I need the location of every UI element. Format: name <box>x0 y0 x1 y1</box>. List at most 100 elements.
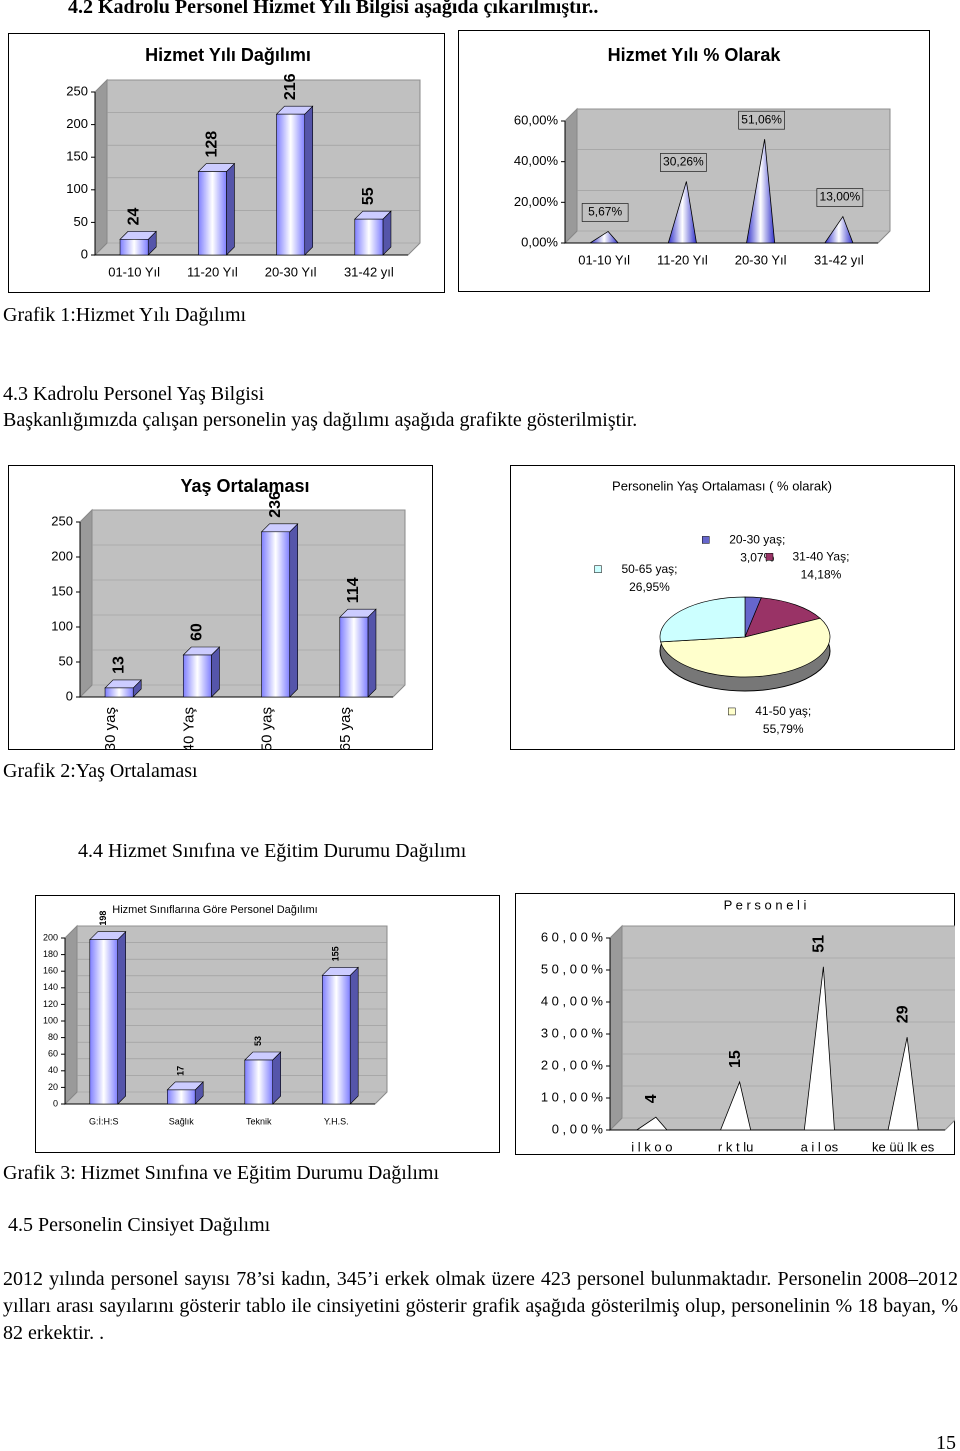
x-tick-label: i l k o o <box>631 1139 672 1154</box>
value-label: 60 <box>189 623 206 641</box>
heading: 4.2 Kadrolu Personel Hizmet Yılı Bilgisi… <box>68 0 599 18</box>
y-tick-label: 6 0 , 0 0 % <box>541 929 604 944</box>
bar-side <box>117 930 126 1105</box>
caption: Grafik 3: Hizmet Sınıfına ve Eğitim Duru… <box>3 1162 440 1184</box>
cone <box>588 230 620 244</box>
bar-side <box>226 162 235 256</box>
x-tick-label: 31-42 yıl <box>344 264 394 279</box>
bar <box>89 939 118 1105</box>
value-label: 51,06% <box>741 112 782 126</box>
x-tick-label: 20-30 Yıl <box>735 252 787 267</box>
side-wall <box>609 924 623 1132</box>
value-label: 55 <box>360 187 377 205</box>
bar <box>321 975 351 1105</box>
chart: Hizmet Yılı Dağılımı 0 50 100 150 200 250 24 01… <box>8 33 445 293</box>
y-tick-label: 100 <box>51 618 73 633</box>
value-label-box <box>816 188 864 207</box>
heading: 4.5 Personelin Cinsiyet Dağılımı <box>8 1214 271 1236</box>
value-label: 5,67% <box>588 205 622 219</box>
x-tick-label: Y.H.S. <box>324 1116 349 1126</box>
x-tick-label: 11-20 Yıl <box>187 264 238 279</box>
side-wall <box>79 508 93 699</box>
pie-label: 31-40 Yaş; <box>793 550 850 564</box>
y-tick-label: 250 <box>51 513 73 528</box>
bar <box>182 654 212 698</box>
y-tick-label: 100 <box>66 181 88 196</box>
side-wall <box>94 78 108 257</box>
pie-value-label: 55,79% <box>763 722 804 736</box>
x-tick-label: r k t lu <box>718 1139 753 1154</box>
chart-title: P e r s o n e l i <box>724 897 807 912</box>
side-wall <box>64 924 78 1106</box>
pie-label: 20-30 yaş; <box>729 533 785 547</box>
chart: P e r s o n e l i 0 , 0 0 % 1 0 , 0 0 % 2 … <box>515 893 955 1155</box>
cone <box>803 966 835 1131</box>
heading: 4.4 Hizmet Sınıfına ve Eğitim Durumu Dağ… <box>78 840 467 862</box>
side-wall <box>564 107 578 245</box>
bar <box>197 171 227 256</box>
cone <box>667 181 697 244</box>
pie-label: 41-50 yaş; <box>755 704 811 718</box>
y-tick-label: 1 0 , 0 0 % <box>541 1089 604 1104</box>
value-label: 114 <box>345 577 362 603</box>
y-tick-label: 5 0 , 0 0 % <box>541 961 604 976</box>
pie-slice <box>660 617 831 678</box>
y-tick-label: 60 <box>48 1049 58 1059</box>
x-tick-label: Sağlık <box>169 1116 195 1126</box>
caption: Grafik 2:Yaş Ortalaması <box>3 760 198 782</box>
value-label: 128 <box>204 131 221 158</box>
value-label: 4 <box>643 1094 660 1103</box>
y-tick-label: 50 <box>74 214 88 229</box>
y-tick-label: 20 <box>48 1082 58 1092</box>
paragraph: Başkanlığımızda çalışan personelin yaş d… <box>3 409 638 431</box>
bar-side <box>272 1051 281 1105</box>
y-tick-label: 0,00% <box>521 234 558 249</box>
x-tick-label: 01-10 Yıl <box>108 264 160 279</box>
y-tick-label: 80 <box>48 1032 58 1042</box>
pie-slice <box>659 596 746 643</box>
y-tick-label: 0 <box>53 1098 58 1108</box>
bar <box>354 218 384 256</box>
cone <box>635 1116 668 1131</box>
x-tick-label: 50-65 yaş <box>337 707 354 750</box>
value-label-box <box>581 203 629 222</box>
legend-key <box>765 553 774 561</box>
legend-key <box>702 536 710 544</box>
bar-side <box>367 608 377 698</box>
y-tick-label: 150 <box>51 583 73 598</box>
y-tick-label: 40 <box>48 1065 58 1075</box>
chart: Yaş Ortalaması 0 50 100 150 200 250 13 20-30 ya… <box>8 465 433 750</box>
cone <box>824 215 854 244</box>
y-tick-label: 0 <box>66 688 73 703</box>
x-tick-label: 41-50 yaş <box>259 707 276 750</box>
y-tick-label: 200 <box>51 548 73 563</box>
chart-title: Hizmet Sınıflarına Göre Personel Dağılım… <box>112 904 317 916</box>
bar <box>119 239 149 256</box>
x-tick-label: 11-20 Yıl <box>657 252 708 267</box>
pie-value-label: 14,18% <box>801 568 842 582</box>
cone <box>746 139 776 244</box>
x-tick-label: a i l os <box>801 1139 839 1154</box>
y-tick-label: 160 <box>43 966 58 976</box>
y-tick-label: 0 , 0 0 % <box>552 1121 604 1136</box>
y-tick-label: 100 <box>43 1015 58 1025</box>
chart-title: Hizmet Yılı Dağılımı <box>145 45 311 65</box>
value-label: 29 <box>894 1005 911 1023</box>
y-tick-label: 120 <box>43 999 58 1009</box>
chart-title: Personelin Yaş Ortalaması ( % olarak) <box>612 478 832 493</box>
chart-title: Yaş Ortalaması <box>180 476 309 496</box>
heading: 4.3 Kadrolu Personel Yaş Bilgisi <box>3 383 265 405</box>
bar <box>261 531 291 698</box>
cone <box>887 1037 919 1131</box>
pie-label: 50-65 yaş; <box>621 562 677 576</box>
chart-title: Hizmet Yılı % Olarak <box>608 45 782 65</box>
paragraph: 2012 yılında personel sayısı 78’si kadın… <box>3 1268 958 1344</box>
x-tick-label: 20-30 yaş <box>102 707 119 750</box>
y-tick-label: 40,00% <box>514 153 559 168</box>
pie-value-label: 26,95% <box>629 580 670 594</box>
chart: Personelin Yaş Ortalaması ( % olarak) 20… <box>510 465 955 750</box>
y-tick-label: 140 <box>43 982 58 992</box>
value-label: 236 <box>267 491 284 518</box>
x-tick-label: 31-42 yıl <box>814 252 864 267</box>
